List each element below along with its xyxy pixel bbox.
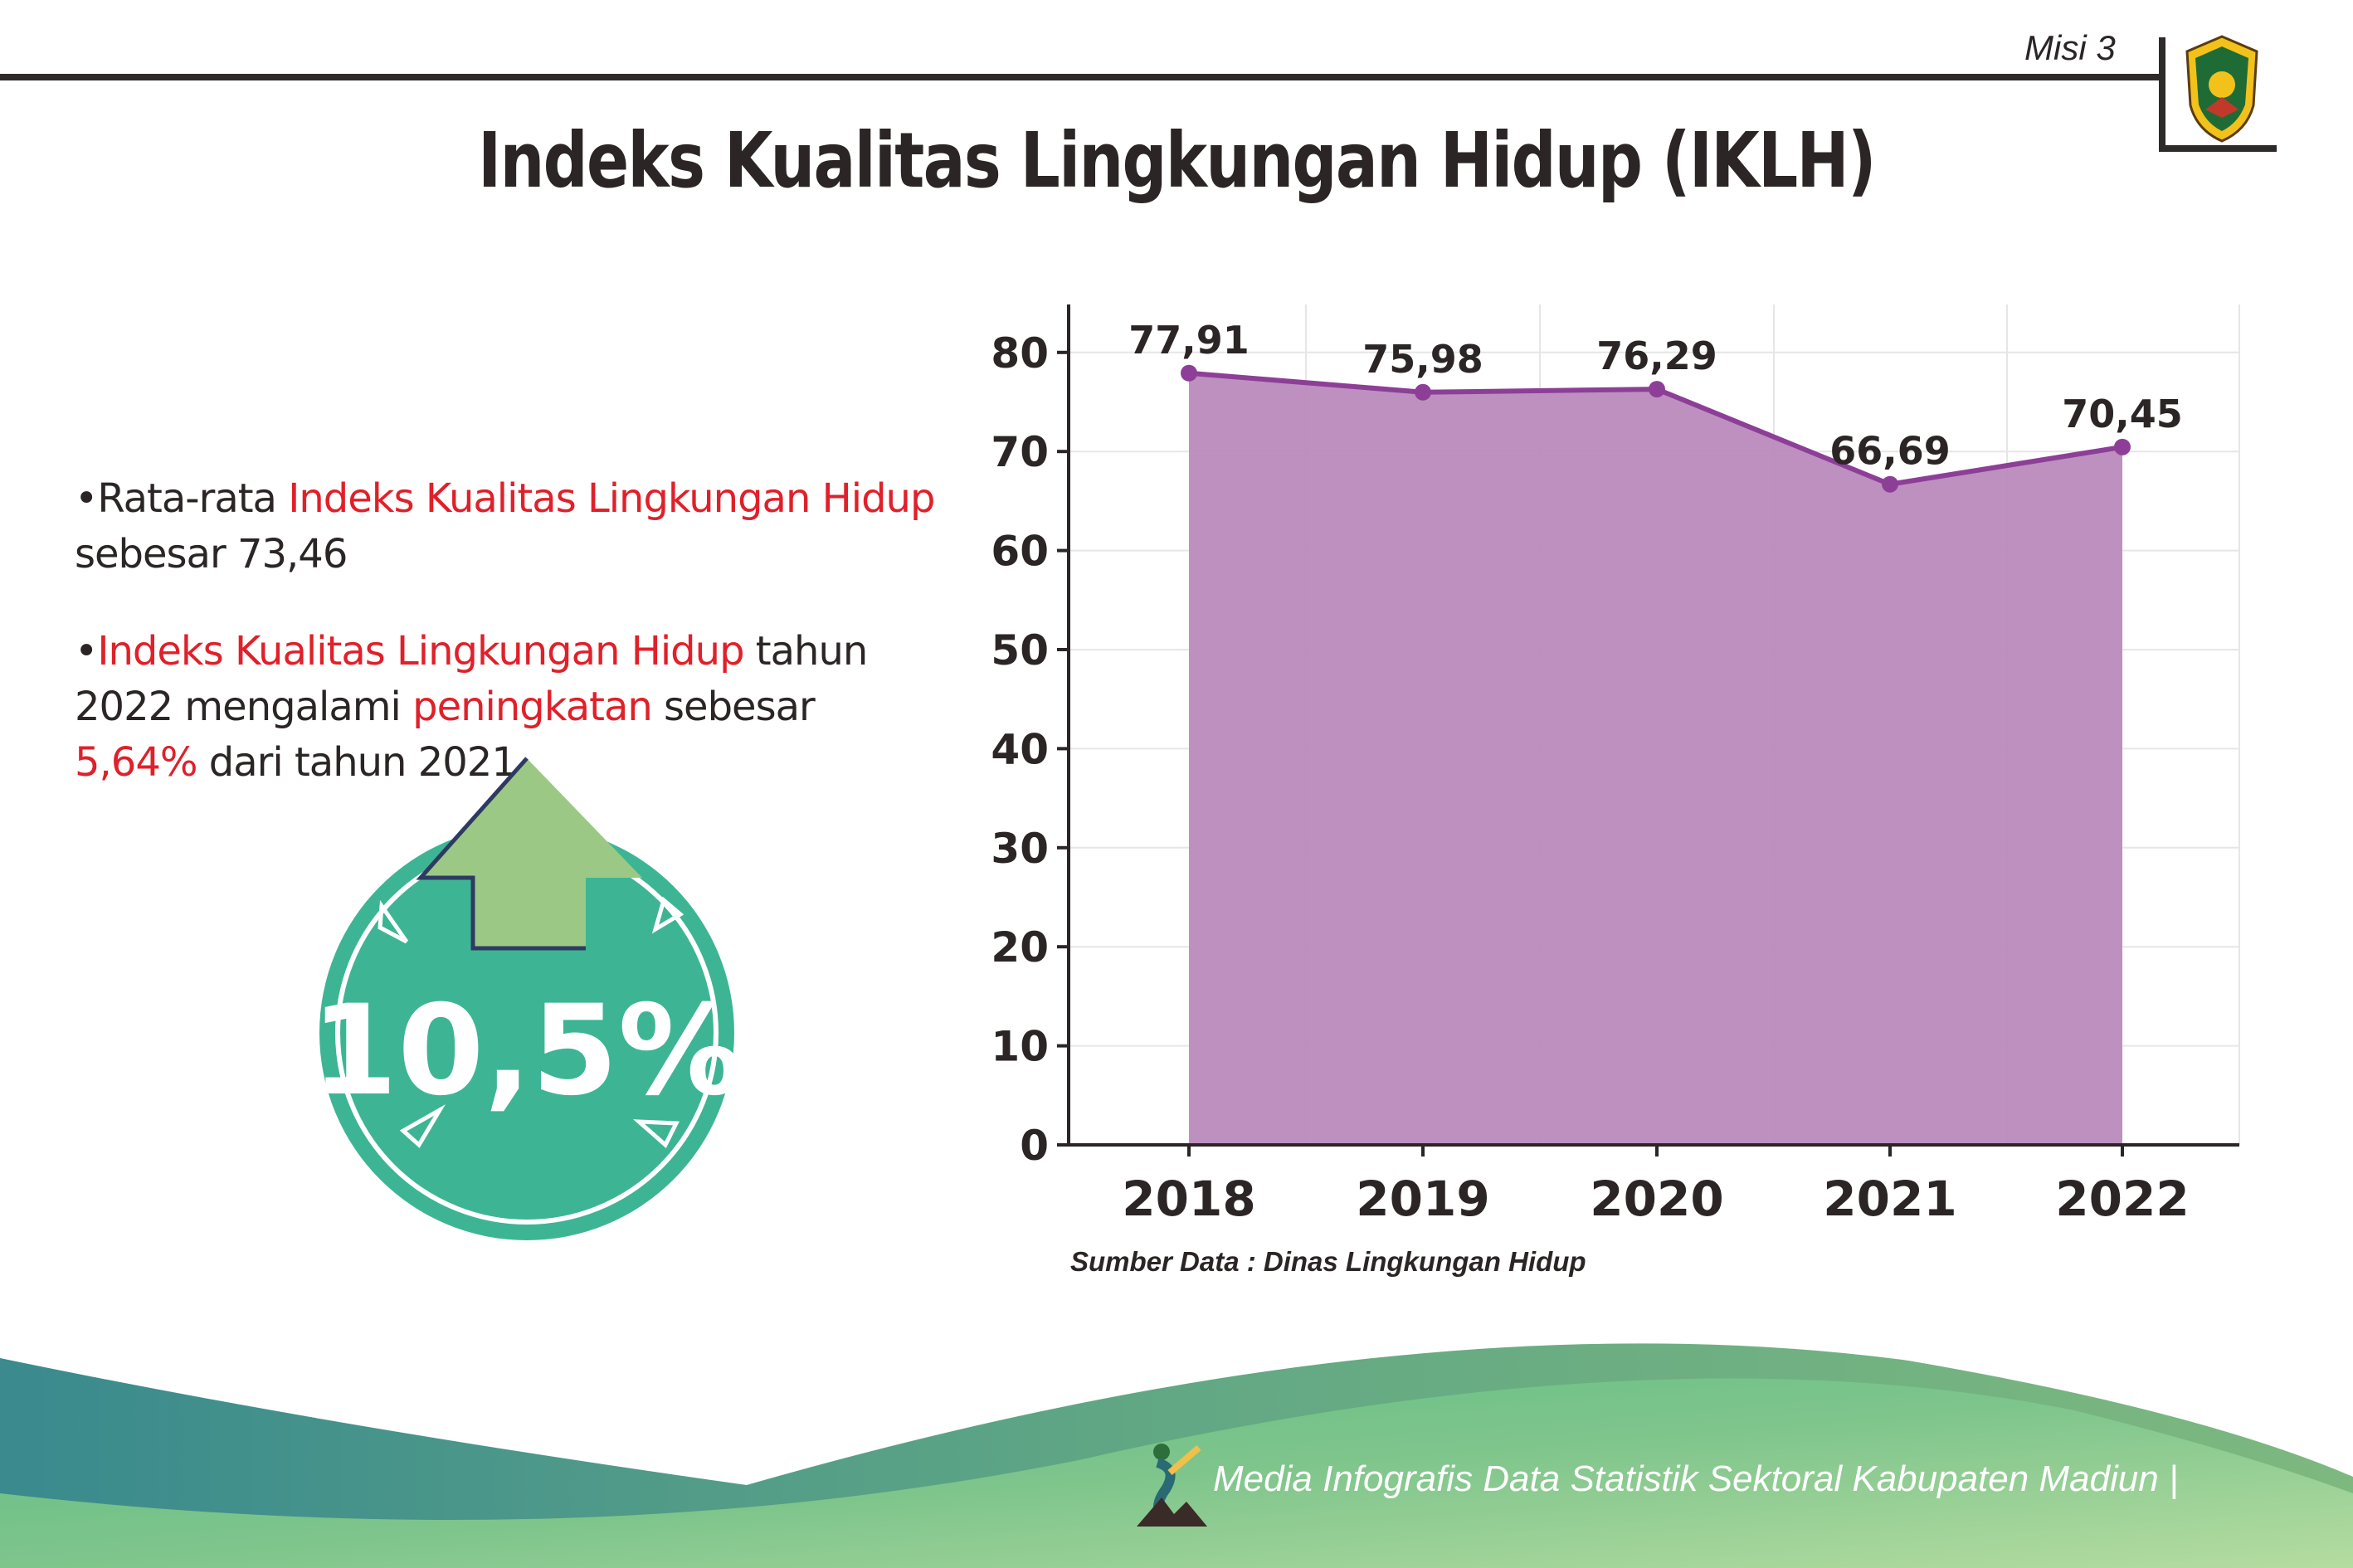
- y-tick-label: 0: [1020, 1122, 1049, 1170]
- section-label: Misi 3: [2024, 28, 2116, 67]
- header-rule: [0, 74, 2164, 80]
- highlight-text: Indeks Kualitas Lingkungan Hidup: [288, 475, 935, 522]
- highlight-text: 5,64%: [75, 739, 197, 786]
- highlight-text: Indeks Kualitas Lingkungan Hidup: [97, 628, 744, 674]
- y-tick-label: 30: [991, 825, 1049, 873]
- bullet-average: •Rata-rata Indeks Kualitas Lingkungan Hi…: [75, 471, 946, 582]
- data-label: 70,45: [2062, 392, 2183, 436]
- data-label: 77,91: [1128, 318, 1250, 363]
- x-tick-label: 2018: [1122, 1171, 1255, 1227]
- arrow-up-icon: [416, 757, 642, 951]
- data-point: [2114, 438, 2131, 455]
- y-tick-label: 50: [991, 626, 1049, 674]
- y-tick-label: 60: [991, 528, 1049, 576]
- bullet-text: sebesar 73,46: [75, 531, 348, 577]
- y-tick-label: 20: [991, 923, 1049, 971]
- area-fill: [1189, 373, 2122, 1145]
- x-tick-label: 2019: [1356, 1171, 1489, 1227]
- footer-wave: [0, 1343, 2353, 1568]
- y-tick-label: 80: [991, 329, 1049, 377]
- increase-badge: 10,5%: [315, 757, 743, 1240]
- x-tick-label: 2020: [1590, 1171, 1723, 1227]
- kabupaten-madiun-logo: [2185, 35, 2258, 143]
- footer-caption: Media Infografis Data Statistik Sektoral…: [1213, 1458, 2179, 1499]
- page-title: Indeks Kualitas Lingkungan Hidup (IKLH): [478, 116, 1876, 205]
- bullet-increase: •Indeks Kualitas Lingkungan Hidup tahun …: [75, 624, 946, 791]
- mascot-logo: [1137, 1444, 1207, 1527]
- sparkle-triangles: [378, 896, 684, 1149]
- y-tick-label: 10: [991, 1023, 1049, 1071]
- data-point: [1882, 475, 1898, 493]
- logo-bracket-base: [2159, 145, 2277, 152]
- data-label: 76,29: [1596, 334, 1717, 378]
- bullet-text: •: [75, 628, 98, 674]
- data-label: 66,69: [1829, 429, 1951, 474]
- bullet-text: dari tahun 2021: [197, 739, 517, 786]
- x-tick-label: 2021: [1823, 1171, 1956, 1227]
- data-source: Sumber Data : Dinas Lingkungan Hidup: [1070, 1246, 1586, 1277]
- bullet-text: tahun 2022 mengalami: [75, 628, 868, 730]
- data-point: [1649, 381, 1665, 398]
- badge-value: 10,5%: [315, 979, 743, 1123]
- logo-bracket: [2159, 37, 2165, 152]
- highlight-text: peningkatan: [412, 684, 653, 730]
- data-point: [1181, 364, 1197, 382]
- bullet-text: sebesar: [651, 684, 816, 730]
- data-point: [1415, 383, 1431, 401]
- y-tick-label: 40: [991, 725, 1049, 773]
- data-label: 75,98: [1362, 337, 1483, 382]
- x-tick-label: 2022: [2055, 1171, 2189, 1227]
- y-tick-label: 70: [991, 428, 1049, 476]
- bullet-text: •Rata-rata: [75, 475, 289, 522]
